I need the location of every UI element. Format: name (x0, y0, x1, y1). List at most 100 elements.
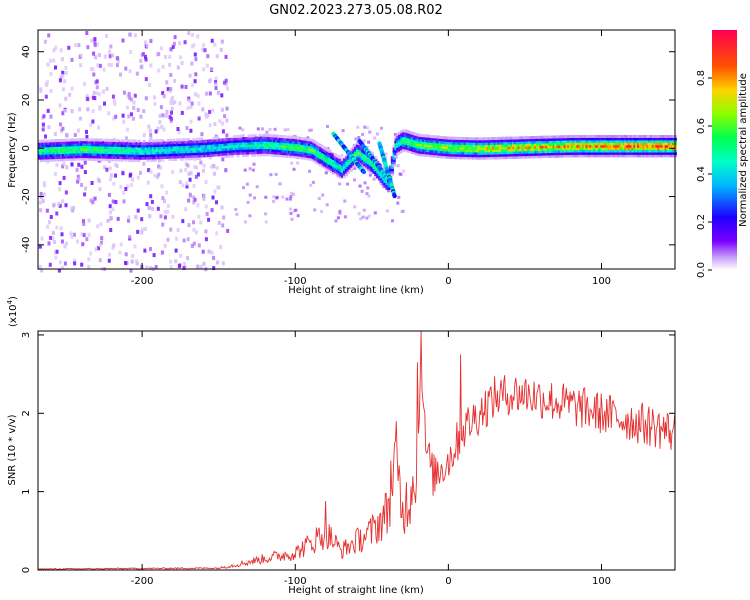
spectrogram-cell (185, 145, 189, 149)
spectrogram-cell (193, 92, 197, 97)
spectrogram-cell (295, 145, 299, 149)
spectrogram-cell (55, 163, 59, 168)
spectrogram-cell (486, 156, 490, 160)
y-tick-label: 2 (21, 410, 32, 416)
spectrogram-cell (558, 142, 562, 146)
spectrogram-cell (504, 151, 508, 155)
spectrogram-cell (187, 96, 191, 101)
spectrogram-cell (106, 153, 110, 157)
spectrogram-cell (598, 151, 602, 155)
spectrogram-cell (258, 143, 262, 147)
spectrogram-cell (350, 162, 354, 166)
spectrogram-cell (216, 185, 220, 190)
spectrogram-cell (212, 143, 216, 147)
spectrogram-cell (45, 151, 49, 155)
spectrogram-cell (517, 146, 521, 150)
spectrogram-cell (338, 211, 342, 215)
spectrogram-cell (234, 144, 238, 148)
spectrogram-cell (146, 146, 150, 150)
spectrogram-cell (554, 145, 558, 149)
spectrogram-cell (96, 224, 100, 229)
spectrogram-cell (375, 132, 379, 136)
spectrogram-cell (440, 148, 444, 151)
spectrogram-cell (479, 144, 483, 148)
spectrogram-cell (45, 154, 49, 157)
spectrogram-cell (131, 142, 135, 145)
spectrogram-cell (256, 148, 260, 152)
spectrogram-cell (635, 154, 639, 158)
spectrogram-cell (361, 132, 365, 136)
spectrogram-cell (651, 139, 655, 143)
spectrogram-cell (414, 137, 418, 141)
spectrogram-cell (219, 47, 223, 52)
spectrogram-cell (205, 212, 209, 216)
spectrogram-cell (322, 165, 326, 169)
spectrogram-cell (52, 141, 56, 145)
spectrogram-cell (475, 147, 479, 150)
spectrogram-cell (234, 142, 238, 146)
spectrogram-cell (648, 154, 652, 158)
spectrogram-cell (202, 196, 206, 201)
spectrogram-cell (140, 230, 144, 235)
spectrogram-cell (648, 135, 652, 138)
spectrogram-cell (320, 210, 323, 214)
spectrogram-cell (543, 150, 547, 154)
spectrogram-cell (425, 134, 429, 138)
spectrogram-cell (77, 176, 81, 181)
spectrogram-cell (482, 147, 486, 150)
spectrogram-cell (177, 152, 181, 156)
spectrogram-cell (249, 136, 253, 140)
spectrogram-cell (164, 153, 168, 157)
spectrogram-cell (58, 187, 62, 192)
spectrogram-cell (182, 238, 186, 243)
spectrogram-cell (273, 151, 277, 155)
spectrogram-cell (225, 138, 229, 142)
spectrogram-cell (466, 149, 470, 153)
spectrogram-cell (445, 146, 450, 150)
spectrogram-cell (344, 161, 349, 165)
spectrogram-cell (180, 84, 184, 89)
spectrogram-cell (47, 141, 51, 145)
spectrogram-cell (153, 149, 157, 152)
spectrogram-cell (332, 169, 336, 173)
spectrogram-cell (107, 141, 111, 145)
spectrogram-cell (528, 155, 532, 159)
spectrogram-cell (203, 151, 207, 155)
spectrogram-cell (578, 142, 582, 146)
spectrogram-cell (510, 136, 514, 140)
spectrogram-cell (296, 214, 300, 218)
spectrogram-cell (275, 139, 279, 143)
spectrogram-cell (543, 138, 547, 142)
spectrogram-cell (396, 152, 400, 156)
spectrogram-cell (624, 147, 628, 151)
snr-line (37, 330, 676, 570)
spectrogram-cell (565, 149, 569, 153)
spectrogram-cell (594, 151, 598, 155)
spectrogram-cell (615, 142, 619, 146)
spectrogram-cell (592, 151, 597, 155)
spectrogram-cell (570, 135, 575, 138)
spectrogram-cell (182, 266, 186, 270)
spectrogram-cell (208, 149, 213, 153)
spectrogram-cell (271, 139, 275, 143)
spectrogram-cell (594, 142, 598, 146)
spectrogram-cell (238, 149, 242, 153)
spectrogram-cell (490, 149, 494, 153)
spectrogram-cell (267, 134, 271, 137)
spectrogram-cell (106, 143, 110, 147)
spectrogram-cell (53, 171, 57, 176)
spectrogram-cell (213, 122, 217, 127)
spectrogram-cell (238, 139, 242, 143)
spectrogram-cell (480, 144, 484, 148)
spectrogram-cell (186, 145, 190, 149)
spectrogram-cell (570, 139, 575, 143)
spectrogram-cell (245, 149, 249, 152)
spectrogram-cell (62, 161, 66, 166)
spectrogram-cell (309, 141, 314, 144)
spectrogram-cell (523, 148, 527, 152)
spectrogram-cell (319, 151, 323, 155)
spectrogram-cell (591, 147, 595, 151)
spectrogram-cell (398, 148, 402, 152)
spectrogram-cell (117, 148, 121, 152)
spectrogram-cell (254, 148, 258, 152)
